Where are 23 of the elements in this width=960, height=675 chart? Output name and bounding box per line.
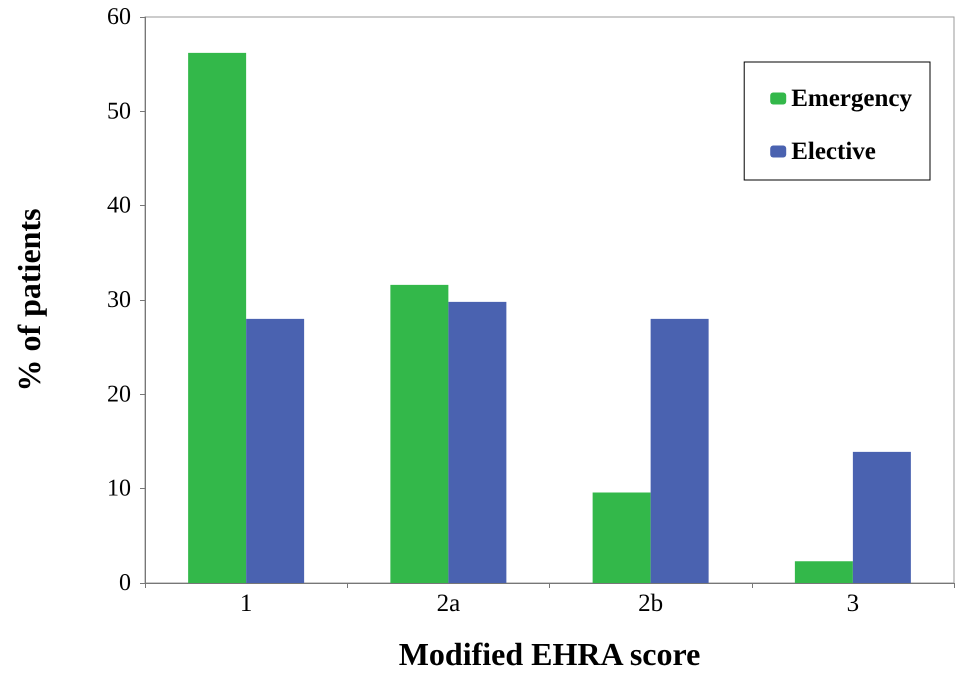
y-tick-label: 20 <box>107 381 131 408</box>
bar <box>246 318 304 583</box>
y-tick-label: 0 <box>119 570 131 596</box>
y-tick-label: 50 <box>107 98 131 124</box>
bar <box>448 302 506 583</box>
bar <box>390 284 448 583</box>
x-tick-label: 3 <box>846 590 860 617</box>
bar <box>592 492 651 583</box>
y-axis-title: % of patients <box>11 208 47 392</box>
bar <box>650 318 709 583</box>
y-tick-label: 10 <box>107 476 131 502</box>
bar <box>188 52 246 583</box>
legend-label: Emergency <box>791 85 912 112</box>
legend-label: Elective <box>791 138 876 165</box>
x-tick-label: 2b <box>638 590 664 617</box>
y-tick-label: 60 <box>107 4 131 30</box>
bar <box>794 561 853 583</box>
x-tick-label: 1 <box>240 590 252 617</box>
y-tick-label: 30 <box>107 287 131 313</box>
bar <box>852 452 911 583</box>
y-tick-label: 40 <box>107 192 131 219</box>
x-tick-label: 2a <box>436 590 460 617</box>
x-axis-title: Modified EHRA score <box>398 636 700 672</box>
